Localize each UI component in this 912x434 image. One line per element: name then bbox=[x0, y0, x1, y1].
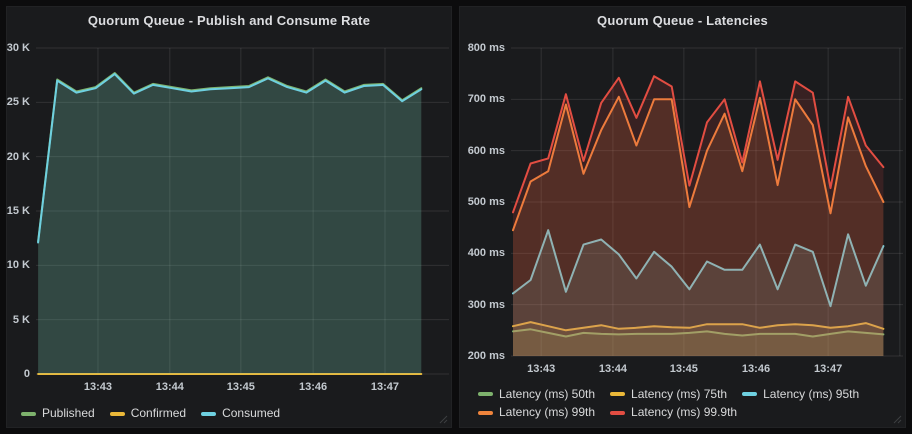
series-fill bbox=[513, 230, 884, 356]
legend-item[interactable]: Published bbox=[21, 405, 95, 422]
legend-series-label: Latency (ms) 99th bbox=[499, 405, 596, 419]
legend-latencies: Latency (ms) 50th Latency (ms) 75th Latenc… bbox=[478, 384, 874, 421]
legend-publish-consume: Published Confirmed Consumed bbox=[21, 404, 295, 423]
series-line bbox=[37, 73, 423, 244]
y-axis-tick-label: 600 ms bbox=[467, 144, 505, 157]
legend-series-label: Latency (ms) 75th bbox=[631, 386, 728, 401]
series-line bbox=[512, 229, 885, 308]
panel-publish-consume-rate: Quorum Queue - Publish and Consume Rate … bbox=[6, 6, 452, 428]
panel-title-latencies[interactable]: Quorum Queue - Latencies bbox=[597, 13, 768, 28]
legend-series-label: Latency (ms) 95th bbox=[763, 386, 860, 401]
y-axis-tick-label: 15 K bbox=[6, 205, 30, 217]
legend-item[interactable]: Consumed bbox=[201, 405, 280, 422]
legend-item[interactable]: Latency (ms) 95th bbox=[742, 386, 859, 403]
x-axis-tick-label: 13:43 bbox=[527, 363, 556, 375]
series-fill bbox=[513, 329, 884, 356]
series-fill bbox=[513, 322, 884, 356]
series-fill bbox=[38, 74, 422, 374]
legend-series-color-icon bbox=[21, 411, 36, 416]
y-axis-tick-label: 0 bbox=[23, 368, 30, 380]
plot-canvas bbox=[36, 47, 449, 375]
y-axis-tick-label: 700 ms bbox=[467, 93, 505, 106]
y-axis-tick-label: 30 K bbox=[6, 42, 30, 54]
legend-row: Latency (ms) 99th Latency (ms) 99.9th bbox=[478, 403, 874, 422]
y-axis-tick-label: 500 ms bbox=[467, 196, 505, 208]
panel-resize-grip-icon[interactable] bbox=[893, 415, 902, 424]
legend-item[interactable]: Latency (ms) 99th bbox=[478, 404, 595, 421]
series-line bbox=[512, 321, 885, 332]
legend-series-label: Latency (ms) 50th bbox=[499, 386, 596, 401]
y-axis-tick-label: 25 K bbox=[6, 96, 30, 109]
plot-canvas bbox=[511, 47, 903, 357]
legend-row: Latency (ms) 50th Latency (ms) 75th Latenc… bbox=[478, 384, 874, 403]
legend-series-label: Latency (ms) 99.9th bbox=[631, 405, 738, 419]
panel-latencies: Quorum Queue - Latencies 200 ms 300 ms 400… bbox=[459, 6, 906, 428]
chart-plot-area-latencies[interactable]: 200 ms 300 ms 400 ms 500 ms 600 ms 700 ms 800 … bbox=[468, 42, 903, 375]
x-axis-tick-label: 13:46 bbox=[741, 363, 771, 375]
series-fill bbox=[513, 96, 884, 357]
y-axis-tick-label: 400 ms bbox=[467, 247, 505, 260]
series-fill bbox=[513, 76, 884, 356]
series-fill bbox=[38, 73, 422, 374]
y-axis-tick-label: 200 ms bbox=[467, 350, 505, 362]
y-axis-tick-label: 10 K bbox=[6, 259, 30, 272]
legend-series-color-icon bbox=[742, 392, 758, 396]
x-axis-tick-label: 13:47 bbox=[370, 381, 400, 393]
x-axis-tick-label: 13:45 bbox=[669, 363, 698, 375]
x-axis-tick-label: 13:47 bbox=[814, 363, 843, 375]
legend-series-color-icon bbox=[109, 411, 125, 416]
legend-item[interactable]: Latency (ms) 50th bbox=[478, 386, 595, 403]
legend-series-label: Consumed bbox=[222, 406, 281, 420]
series-line bbox=[512, 95, 885, 232]
y-axis-tick-label: 20 K bbox=[6, 150, 30, 163]
x-axis-tick-label: 13:44 bbox=[598, 363, 627, 375]
legend-series-color-icon bbox=[478, 410, 493, 415]
legend-series-color-icon bbox=[201, 411, 217, 416]
legend-series-label: Published bbox=[42, 406, 95, 420]
x-axis-tick-label: 13:44 bbox=[155, 381, 184, 393]
legend-series-color-icon bbox=[610, 392, 626, 396]
x-axis-tick-label: 13:46 bbox=[299, 381, 328, 393]
panel-title-publish-consume[interactable]: Quorum Queue - Publish and Consume Rate bbox=[87, 13, 371, 28]
series-line bbox=[512, 75, 885, 214]
legend-item[interactable]: Confirmed bbox=[109, 405, 187, 422]
y-axis-tick-label: 800 ms bbox=[467, 42, 505, 54]
legend-item[interactable]: Latency (ms) 99.9th bbox=[610, 404, 737, 421]
legend-series-color-icon bbox=[610, 410, 626, 415]
panel-resize-grip-icon[interactable] bbox=[439, 415, 448, 424]
series-line bbox=[512, 328, 885, 338]
legend-series-color-icon bbox=[478, 392, 493, 396]
legend-row: Published Confirmed Consumed bbox=[21, 404, 295, 423]
y-axis-tick-label: 5 K bbox=[12, 313, 30, 326]
x-axis-tick-label: 13:43 bbox=[83, 381, 112, 393]
legend-item[interactable]: Latency (ms) 75th bbox=[610, 386, 727, 403]
y-axis-tick-label: 300 ms bbox=[467, 298, 505, 311]
legend-series-label: Confirmed bbox=[130, 406, 187, 420]
chart-plot-area-publish-consume[interactable]: 0 5 K 10 K 15 K 20 K 25 K 30 K 13:43 13:44 13:45 1… bbox=[7, 42, 449, 393]
x-axis-tick-label: 13:45 bbox=[226, 381, 255, 393]
